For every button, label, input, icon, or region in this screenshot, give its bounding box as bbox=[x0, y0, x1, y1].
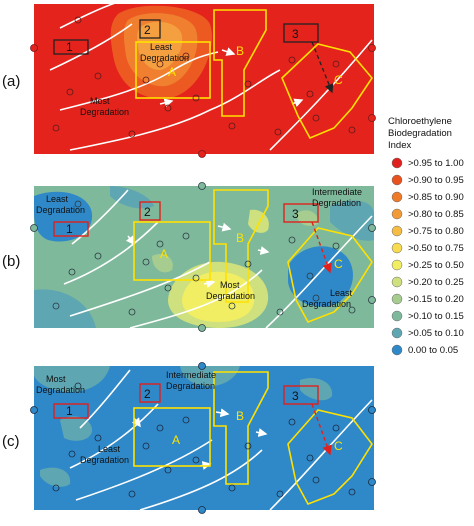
legend-swatch-9 bbox=[391, 310, 403, 322]
panel-a-sample-points bbox=[52, 16, 356, 138]
legend-swatch-2 bbox=[391, 191, 403, 203]
panel-c: A B C 1 2 3 Most Degradation Intermediate… bbox=[2, 362, 376, 514]
legend-label-7: >0.20 to 0.25 bbox=[408, 277, 464, 288]
panel-a-zone-a: A bbox=[168, 65, 176, 79]
legend-swatch-10 bbox=[391, 327, 403, 339]
panel-b-well-2: 2 bbox=[144, 205, 151, 219]
legend-label-2: >0.85 to 0.90 bbox=[408, 192, 464, 203]
panel-c-most-label: Most Degradation bbox=[36, 374, 85, 395]
panel-c-zone-c: C bbox=[334, 439, 343, 453]
legend-label-11: 0.00 to 0.05 bbox=[408, 345, 458, 356]
legend-label-1: >0.90 to 0.95 bbox=[408, 175, 464, 186]
legend-swatch-4 bbox=[391, 225, 403, 237]
panel-b-least-right-label: Least Degradation bbox=[302, 288, 353, 309]
panel-a-hotspot-inner bbox=[137, 21, 183, 70]
panel-c-flowlines bbox=[69, 369, 373, 511]
panel-b-zone-b: B bbox=[236, 231, 244, 245]
legend-label-10: >0.05 to 0.10 bbox=[408, 328, 464, 339]
legend-label-9: >0.10 to 0.15 bbox=[408, 311, 464, 322]
panel-a-well-1: 1 bbox=[66, 40, 73, 54]
panel-c-zone-a: A bbox=[172, 433, 180, 447]
legend-swatch-6 bbox=[391, 259, 403, 271]
panel-b-zones bbox=[133, 189, 373, 323]
legend: Chloroethylene Biodegradation Index >0.9… bbox=[388, 116, 464, 356]
panel-a-zone-b: B bbox=[236, 44, 244, 58]
legend-title-line-2: Biodegradation bbox=[388, 128, 452, 139]
panel-c-intermediate-label: Intermediate Degradation bbox=[166, 370, 216, 391]
legend-swatch-7 bbox=[391, 276, 403, 288]
legend-label-0: >0.95 to 1.00 bbox=[408, 158, 464, 169]
legend-swatch-8 bbox=[391, 293, 403, 305]
panel-a-flowlines bbox=[49, 1, 373, 151]
legend-title-line-1: Chloroethylene bbox=[388, 116, 452, 127]
legend-items: >0.95 to 1.00 >0.90 to 0.95 >0.85 to 0.90 >… bbox=[391, 157, 464, 356]
panel-b-letter: (b) bbox=[2, 253, 20, 270]
legend-swatch-1 bbox=[391, 174, 403, 186]
legend-swatch-11 bbox=[391, 344, 403, 356]
panel-b-zone-a: A bbox=[160, 247, 168, 261]
panel-a-zones bbox=[135, 9, 373, 140]
panel-b-most-label: Most Degradation bbox=[206, 280, 255, 301]
panel-a-well-3: 3 bbox=[292, 27, 299, 41]
panel-c-zone-b: B bbox=[236, 409, 244, 423]
legend-label-3: >0.80 to 0.85 bbox=[408, 209, 464, 220]
legend-label-5: >0.50 to 0.75 bbox=[408, 243, 464, 254]
panel-c-well-1: 1 bbox=[66, 404, 73, 418]
panel-b-sample-points bbox=[52, 200, 356, 316]
legend-swatch-0 bbox=[391, 157, 403, 169]
panel-b: A B C 1 2 3 Least Degradation Intermediat… bbox=[2, 182, 376, 332]
panel-c-well-2: 2 bbox=[144, 387, 151, 401]
panel-a-most-label: Most Degradation bbox=[80, 96, 129, 117]
panel-b-flowlines bbox=[63, 189, 373, 329]
panel-a-letter: (a) bbox=[2, 73, 20, 90]
legend-label-6: >0.25 to 0.50 bbox=[408, 260, 464, 271]
panel-a-zone-c: C bbox=[334, 73, 343, 87]
panel-c-zones bbox=[133, 371, 373, 505]
legend-swatch-3 bbox=[391, 208, 403, 220]
legend-label-8: >0.15 to 0.20 bbox=[408, 294, 464, 305]
legend-swatch-5 bbox=[391, 242, 403, 254]
panel-c-letter: (c) bbox=[2, 433, 20, 450]
panel-a-well-2: 2 bbox=[144, 23, 151, 37]
panel-c-well-3: 3 bbox=[292, 389, 299, 403]
panel-b-zone-c: C bbox=[334, 257, 343, 271]
panel-b-intermediate-label: Intermediate Degradation bbox=[312, 187, 362, 208]
panel-b-least-left-label: Least Degradation bbox=[36, 194, 85, 215]
panel-b-well-3: 3 bbox=[292, 207, 299, 221]
legend-title-line-3: Index bbox=[388, 140, 411, 151]
legend-label-4: >0.75 to 0.80 bbox=[408, 226, 464, 237]
panel-c-least-label: Least Degradation bbox=[80, 444, 129, 465]
panel-b-well-1: 1 bbox=[66, 222, 73, 236]
panel-a: A B C 1 2 3 Least Degradation Most Degrada… bbox=[2, 1, 376, 158]
panel-a-least-label: Least Degradation bbox=[140, 42, 189, 63]
panel-c-sample-points bbox=[52, 382, 356, 498]
